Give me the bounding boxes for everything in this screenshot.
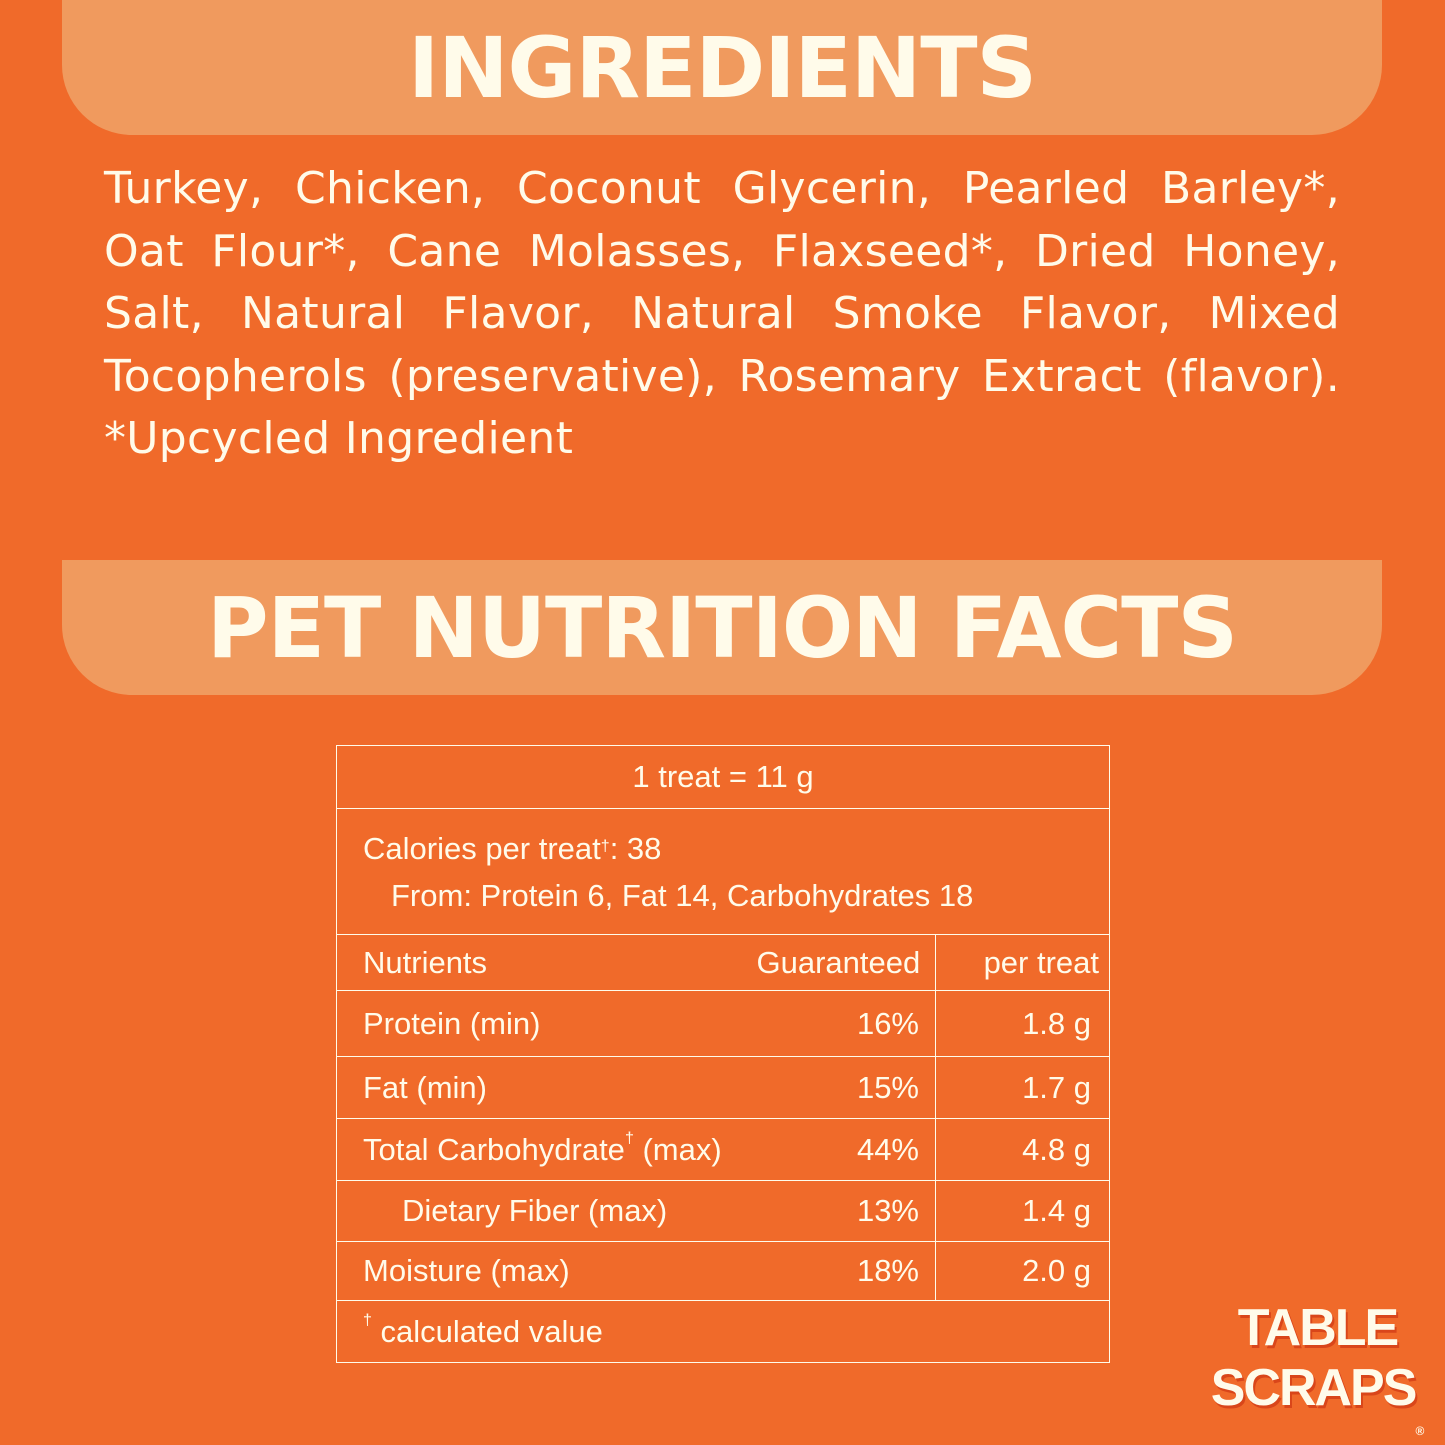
table-row: Total Carbohydrate† (max) 44% 4.8 g [336, 1118, 1111, 1181]
nutrient-per-treat: 2.0 g [934, 1241, 1111, 1301]
nutrient-name: Total Carbohydrate† (max) [336, 1118, 757, 1181]
nutrient-guaranteed: 13% [756, 1180, 936, 1242]
table-row: Fat (min) 15% 1.7 g [336, 1056, 1111, 1119]
table-row: Moisture (max) 18% 2.0 g [336, 1241, 1111, 1301]
nutrient-per-treat: 1.7 g [934, 1056, 1111, 1119]
calories-from: From: Protein 6, Fat 14, Carbohydrates 1… [391, 877, 974, 913]
table-scraps-logo: TABLE SCRAPS® [1210, 1299, 1425, 1438]
nutrient-name: Protein (min) [336, 990, 757, 1057]
header-nutrients: Nutrients [336, 934, 757, 991]
calories: Calories per treat†: 38 [363, 830, 662, 866]
nutrient-per-treat: 1.8 g [934, 990, 1111, 1057]
nutrient-guaranteed: 44% [756, 1118, 936, 1181]
nutrient-guaranteed: 16% [756, 990, 936, 1057]
nutrient-guaranteed: 15% [756, 1056, 936, 1119]
nutrient-per-treat: 1.4 g [934, 1180, 1111, 1242]
nutrient-guaranteed: 18% [756, 1241, 936, 1301]
table-row: Protein (min) 16% 1.8 g [336, 990, 1111, 1057]
nutrient-name: Moisture (max) [336, 1241, 757, 1301]
nutrition-title: PET NUTRITION FACTS [207, 578, 1238, 677]
table-row: Dietary Fiber (max) 13% 1.4 g [336, 1180, 1111, 1242]
serving-size: 1 treat = 11 g [335, 745, 1111, 809]
nutrition-table: 1 treat = 11 g Calories per treat†: 38 F… [335, 745, 1111, 1363]
nutrition-banner: PET NUTRITION FACTS [62, 560, 1382, 695]
footnote: † calculated value [335, 1300, 1111, 1363]
header-row: Nutrients Guaranteed per treat [336, 934, 1111, 991]
footnote-row: † calculated value [335, 1300, 1111, 1363]
ingredients-title: INGREDIENTS [407, 18, 1037, 117]
ingredients-banner: INGREDIENTS [62, 0, 1382, 135]
serving-row: 1 treat = 11 g [335, 745, 1111, 809]
ingredients-list: Turkey, Chicken, Coconut Glycerin, Pearl… [104, 163, 1340, 464]
nutrient-name: Dietary Fiber (max) [336, 1180, 757, 1242]
nutrient-name: Fat (min) [336, 1056, 757, 1119]
calories-row: Calories per treat†: 38 From: Protein 6,… [335, 808, 1111, 935]
header-per-treat: per treat [934, 934, 1111, 991]
nutrient-per-treat: 4.8 g [934, 1118, 1111, 1181]
header-guaranteed: Guaranteed [756, 934, 936, 991]
